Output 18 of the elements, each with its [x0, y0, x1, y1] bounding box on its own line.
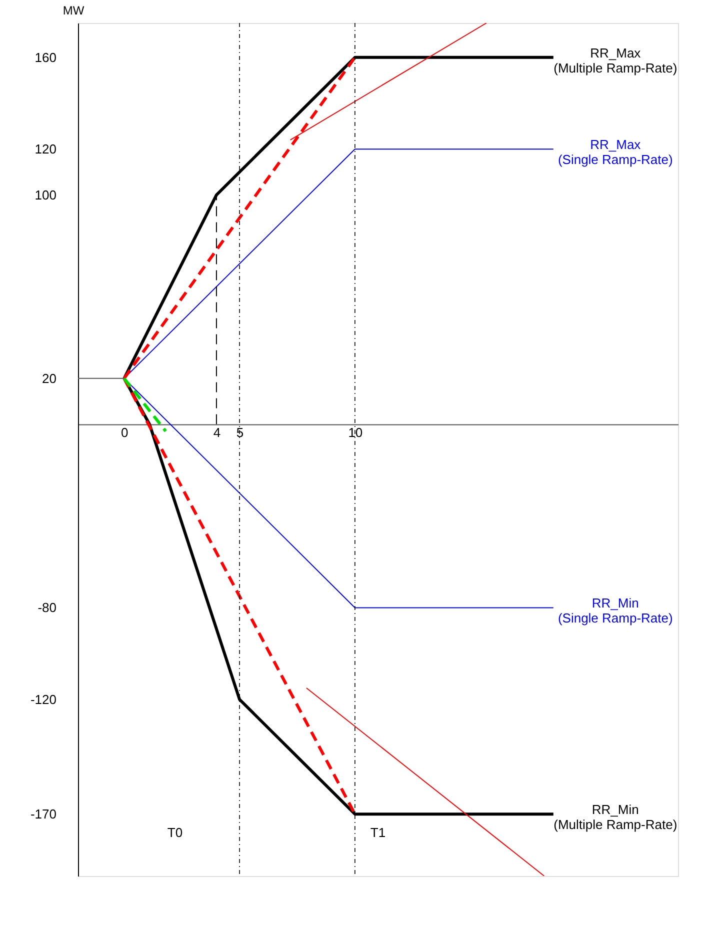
x-tick-label: 5: [236, 424, 244, 440]
y-axis-title: MW: [62, 4, 85, 18]
series-label: RR_Max (Multiple Ramp-Rate): [554, 45, 678, 76]
annotation: T1: [370, 825, 386, 840]
series-label: RR_Min (Multiple Ramp-Rate): [554, 802, 678, 832]
series-label: RR_Max (Single Ramp-Rate): [558, 137, 673, 168]
y-tick-label: 20: [42, 370, 56, 386]
y-tick-label: -80: [38, 600, 56, 616]
x-tick-label: 10: [348, 424, 363, 440]
y-tick-label: -120: [30, 692, 56, 707]
y-tick-label: 120: [34, 142, 56, 157]
x-tick-label: 0: [121, 424, 128, 440]
annotation: T0: [167, 825, 183, 840]
y-tick-label: 100: [34, 187, 56, 202]
series-label: RR_Min (Single Ramp-Rate): [558, 596, 673, 626]
x-tick-label: 4: [213, 424, 221, 440]
y-tick-label: 160: [34, 50, 56, 65]
y-tick-label: -170: [30, 806, 56, 822]
